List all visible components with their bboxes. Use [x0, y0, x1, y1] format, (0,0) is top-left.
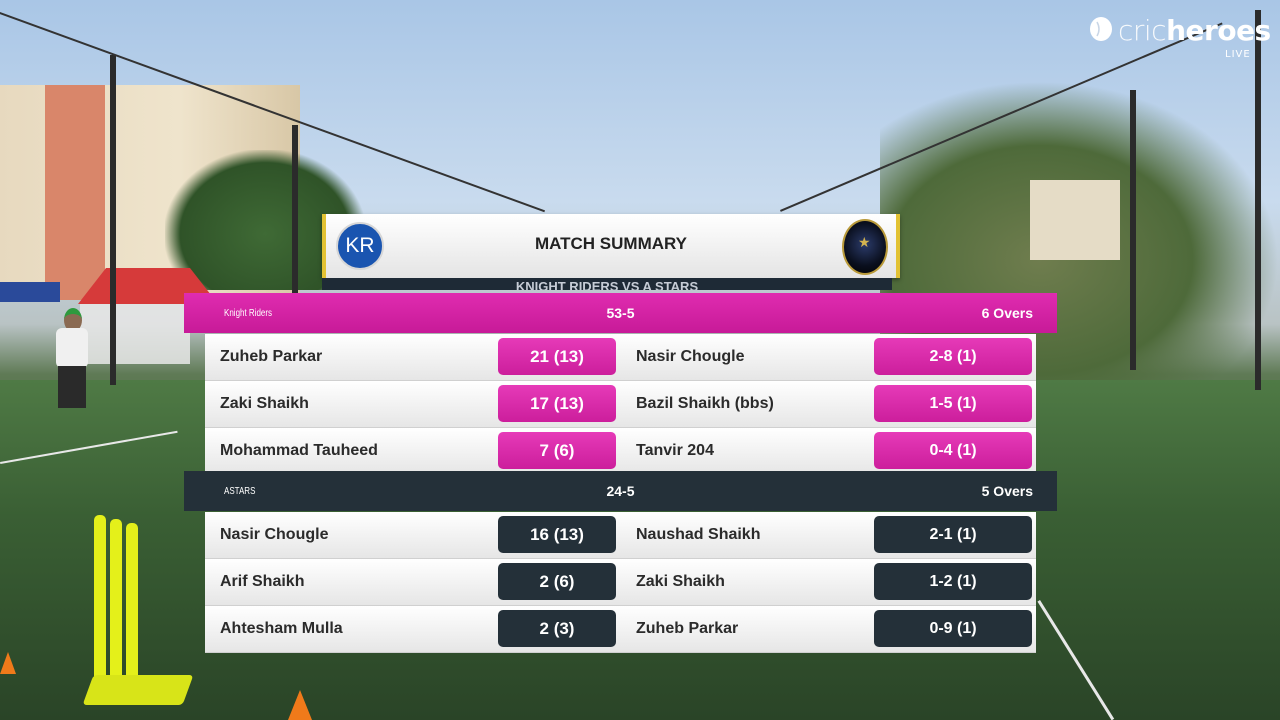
team2-logo: ★ [842, 219, 888, 275]
team-overs: 5 Overs [981, 483, 1033, 499]
batter-figures: 17 (13) [498, 385, 616, 422]
batter-figures: 21 (13) [498, 338, 616, 375]
brand-name: cricheroes [1118, 14, 1271, 47]
bowler-name: Tanvir 204 [636, 442, 714, 459]
background-building [1030, 180, 1120, 260]
team-score: 24-5 [606, 483, 635, 499]
batter-figures: 2 (3) [498, 610, 616, 647]
team-name: ASTARS [224, 485, 256, 497]
bowler-figures: 2-8 (1) [874, 338, 1032, 375]
batter-name: Zaki Shaikh [220, 395, 309, 412]
table-row: Zaki Shaikh 17 (13) Bazil Shaikh (bbs) 1… [205, 381, 1036, 428]
batter-name: Ahtesham Mulla [220, 620, 343, 637]
innings2-team-bar: ASTARS 24-5 5 Overs [184, 471, 1057, 511]
page-title: MATCH SUMMARY [534, 234, 688, 253]
batter-name: Arif Shaikh [220, 573, 305, 590]
bowler-name: Zaki Shaikh [636, 573, 725, 590]
tent [0, 282, 60, 302]
table-row: Arif Shaikh 2 (6) Zaki Shaikh 1-2 (1) [205, 559, 1036, 606]
floodlight-pole [1255, 10, 1261, 390]
table-row: Nasir Chougle 16 (13) Naushad Shaikh 2-1… [205, 512, 1036, 559]
table-row: Zuheb Parkar 21 (13) Nasir Chougle 2-8 (… [205, 334, 1036, 381]
cricket-stumps [82, 515, 194, 715]
training-cone [0, 652, 16, 674]
innings1-performers: Zuheb Parkar 21 (13) Nasir Chougle 2-8 (… [205, 334, 1036, 475]
bowler-figures: 0-9 (1) [874, 610, 1032, 647]
batter-figures: 2 (6) [498, 563, 616, 600]
table-row: Mohammad Tauheed 7 (6) Tanvir 204 0-4 (1… [205, 428, 1036, 475]
bowler-figures: 1-2 (1) [874, 563, 1032, 600]
batter-name: Zuheb Parkar [220, 348, 323, 365]
bowler-name: Bazil Shaikh (bbs) [636, 395, 774, 412]
player-figure [48, 308, 98, 408]
match-subtitle: KNIGHT RIDERS VS A STARS [515, 279, 699, 290]
batter-figures: 7 (6) [498, 432, 616, 469]
floodlight-pole [292, 125, 298, 295]
batter-name: Mohammad Tauheed [220, 442, 378, 459]
table-row: Ahtesham Mulla 2 (3) Zuheb Parkar 0-9 (1… [205, 606, 1036, 653]
bowler-figures: 2-1 (1) [874, 516, 1032, 553]
training-cone [288, 690, 312, 720]
background-building-tower [45, 85, 105, 300]
floodlight-pole [110, 55, 116, 385]
live-label: LIVE [1225, 49, 1251, 60]
star-icon: ★ [858, 235, 871, 251]
innings1-team-bar: Knight Riders 53-5 6 Overs [184, 293, 1057, 333]
match-subtitle-strip: KNIGHT RIDERS VS A STARS [322, 278, 892, 290]
floodlight-pole [1130, 90, 1136, 370]
cricheroes-logo: cricheroes LIVE [1088, 14, 1271, 64]
batter-name: Nasir Chougle [220, 526, 329, 543]
cricket-ball-icon [1090, 17, 1112, 41]
bowler-name: Zuheb Parkar [636, 620, 739, 637]
team-score: 53-5 [606, 305, 635, 321]
tent-wall [80, 304, 190, 364]
match-summary-header: KR MATCH SUMMARY ★ [322, 214, 900, 278]
team1-logo: KR [336, 222, 384, 270]
team-overs: 6 Overs [981, 305, 1033, 321]
bowler-figures: 0-4 (1) [874, 432, 1032, 469]
bowler-figures: 1-5 (1) [874, 385, 1032, 422]
innings2-performers: Nasir Chougle 16 (13) Naushad Shaikh 2-1… [205, 512, 1036, 653]
bowler-name: Naushad Shaikh [636, 526, 761, 543]
bowler-name: Nasir Chougle [636, 348, 745, 365]
team-name: Knight Riders [224, 307, 273, 319]
batter-figures: 16 (13) [498, 516, 616, 553]
